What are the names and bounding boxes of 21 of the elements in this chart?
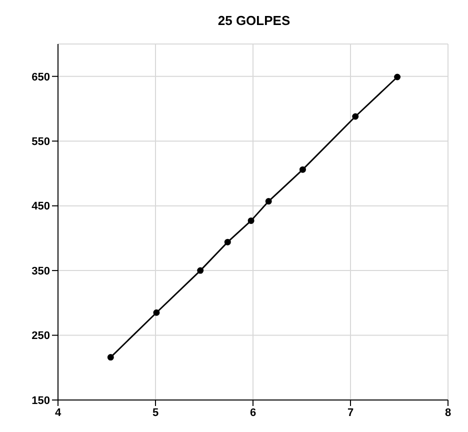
x-tick-label: 6	[250, 406, 256, 419]
x-tick-label: 7	[347, 406, 354, 419]
point	[265, 198, 272, 205]
y-tick-label: 350	[32, 265, 50, 278]
point	[299, 166, 306, 173]
y-tick-label: 250	[32, 330, 50, 342]
x-tick-label: 4	[54, 406, 62, 419]
x-tick-label: 8	[444, 406, 452, 419]
point	[248, 217, 254, 224]
y-tick-label: 550	[32, 136, 50, 148]
point	[352, 113, 359, 120]
point	[197, 267, 204, 274]
x-tick-label: 5	[152, 406, 159, 419]
y-tick-label: 450	[32, 200, 50, 213]
point	[153, 309, 160, 316]
y-tick-label: 650	[32, 71, 50, 84]
point	[224, 238, 231, 246]
chart-title: 25 GOLPES	[216, 12, 292, 30]
point	[394, 74, 401, 80]
point	[107, 354, 114, 361]
y-tick-label: 150	[32, 394, 50, 407]
